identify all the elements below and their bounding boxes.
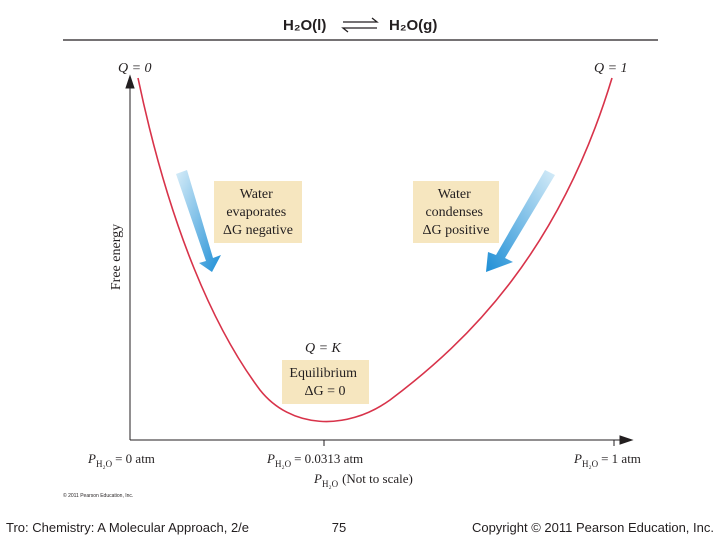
figure-credit: © 2011 Pearson Education, Inc.	[63, 492, 133, 499]
label-text: = 1 atm	[601, 451, 641, 466]
symbol: P	[573, 451, 582, 466]
box-line: ΔG positive	[423, 223, 490, 238]
label-text: (Not to scale)	[342, 471, 413, 486]
arrow-down-right	[486, 170, 555, 272]
box-line: condenses	[425, 205, 483, 220]
y-axis-label: Free energy	[109, 224, 124, 290]
label-text: = 0 atm	[115, 451, 155, 466]
q-right: Q = 1	[594, 61, 628, 76]
label-text: = 0.0313 atm	[294, 451, 363, 466]
box-line: ΔG = 0	[304, 384, 345, 399]
page-number: 75	[332, 520, 346, 535]
x-label: PH₂O = 1 atm	[573, 451, 641, 469]
q-mid: Q = K	[305, 341, 342, 356]
box-line: evaporates	[226, 205, 286, 220]
free-energy-curve	[137, 77, 613, 423]
box-mid	[282, 360, 369, 404]
subscript: H₂O	[322, 479, 339, 489]
axes	[125, 74, 634, 446]
footer-left: Tro: Chemistry: A Molecular Approach, 2/…	[6, 520, 249, 535]
box-line: Equilibrium	[289, 366, 357, 381]
header-right: H₂O(g)	[389, 17, 437, 34]
x-label: PH₂O = 0 atm	[87, 451, 155, 469]
symbol: P	[266, 451, 275, 466]
x-label: PH₂O = 0.0313 atm	[266, 451, 363, 469]
header-left: H₂O(l)	[283, 17, 326, 34]
box-line: Water	[438, 187, 471, 202]
x-axis-title: PH₂O (Not to scale)	[313, 471, 413, 489]
box-line: ΔG negative	[223, 223, 293, 238]
box-right	[413, 181, 499, 243]
equilibrium-arrows	[341, 17, 379, 33]
subscript: H₂O	[582, 459, 599, 469]
symbol: P	[87, 451, 96, 466]
q-left: Q = 0	[118, 61, 152, 76]
box-mid-text: Equilibrium ΔG = 0	[289, 366, 360, 399]
symbol: P	[313, 471, 322, 486]
subscript: H₂O	[96, 459, 113, 469]
subscript: H₂O	[275, 459, 292, 469]
arrow-down-left	[176, 170, 221, 272]
box-left-text: Water evaporates ΔG negative	[223, 187, 293, 238]
box-left	[214, 181, 302, 243]
footer-right: Copyright © 2011 Pearson Education, Inc.	[472, 520, 714, 535]
box-line: Water	[240, 187, 273, 202]
box-right-text: Water condenses ΔG positive	[423, 187, 490, 238]
